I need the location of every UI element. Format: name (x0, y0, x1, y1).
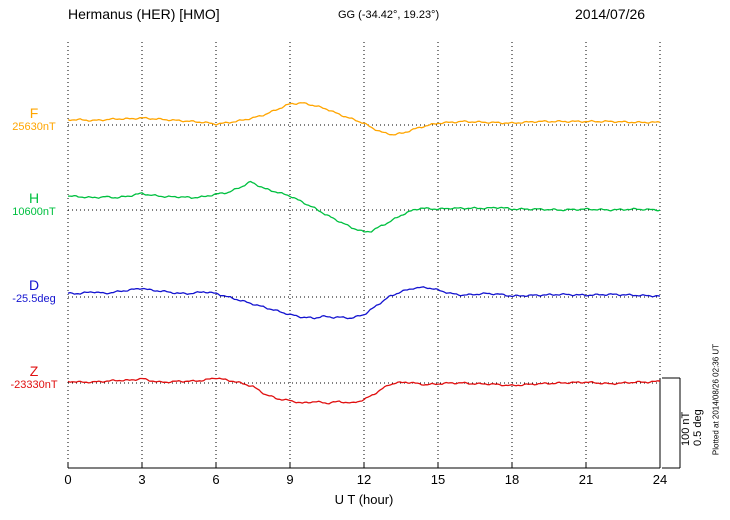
x-tick-label: 21 (578, 472, 594, 487)
station-title: Hermanus (HER) [HMO] (68, 6, 220, 22)
channel-label-H: H 10600nT (2, 191, 66, 218)
x-tick-label: 6 (212, 472, 220, 487)
axis-tick-marks (67, 462, 661, 468)
plotted-at-label: Plotted at 2014/08/26 02:36 UT (711, 343, 721, 456)
channel-baseline-D: -25.5deg (12, 293, 56, 305)
x-tick-label: 0 (64, 472, 72, 487)
grid-lines (67, 42, 661, 468)
x-tick-label: 9 (286, 472, 294, 487)
x-tick-label: 12 (356, 472, 372, 487)
geographic-coordinates: GG (-34.42°, 19.23°) (338, 9, 440, 21)
channel-letter-H: H (28, 190, 40, 206)
trace-H (68, 180, 661, 233)
x-axis-title: U T (hour) (334, 492, 394, 507)
scale-bracket (662, 377, 681, 469)
channel-baseline-Z: -23330nT (10, 379, 58, 391)
channel-letter-F: F (29, 105, 39, 121)
x-tick-label: 15 (430, 472, 446, 487)
data-traces (67, 102, 661, 405)
x-tick-label: 18 (504, 472, 520, 487)
channel-baseline-F: 25630nT (12, 121, 56, 133)
scale-bar-label: 100 nT 0.5 deg (680, 400, 704, 446)
scale-bar-nt-label: 100 nT (680, 411, 692, 446)
channel-label-Z: Z -23330nT (2, 364, 66, 391)
trace-F (67, 102, 661, 136)
scale-bar-deg-label: 0.5 deg (692, 409, 704, 446)
channel-letter-Z: Z (29, 363, 39, 379)
x-tick-label: 3 (138, 472, 146, 487)
channel-label-D: D -25.5deg (2, 278, 66, 305)
channel-label-F: F 25630nT (2, 106, 66, 133)
trace-D (67, 286, 661, 320)
plot-date: 2014/07/26 (575, 6, 646, 22)
channel-baseline-H: 10600nT (12, 206, 56, 218)
trace-Z (67, 377, 661, 405)
channel-letter-D: D (28, 277, 40, 293)
x-tick-label: 24 (652, 472, 668, 487)
